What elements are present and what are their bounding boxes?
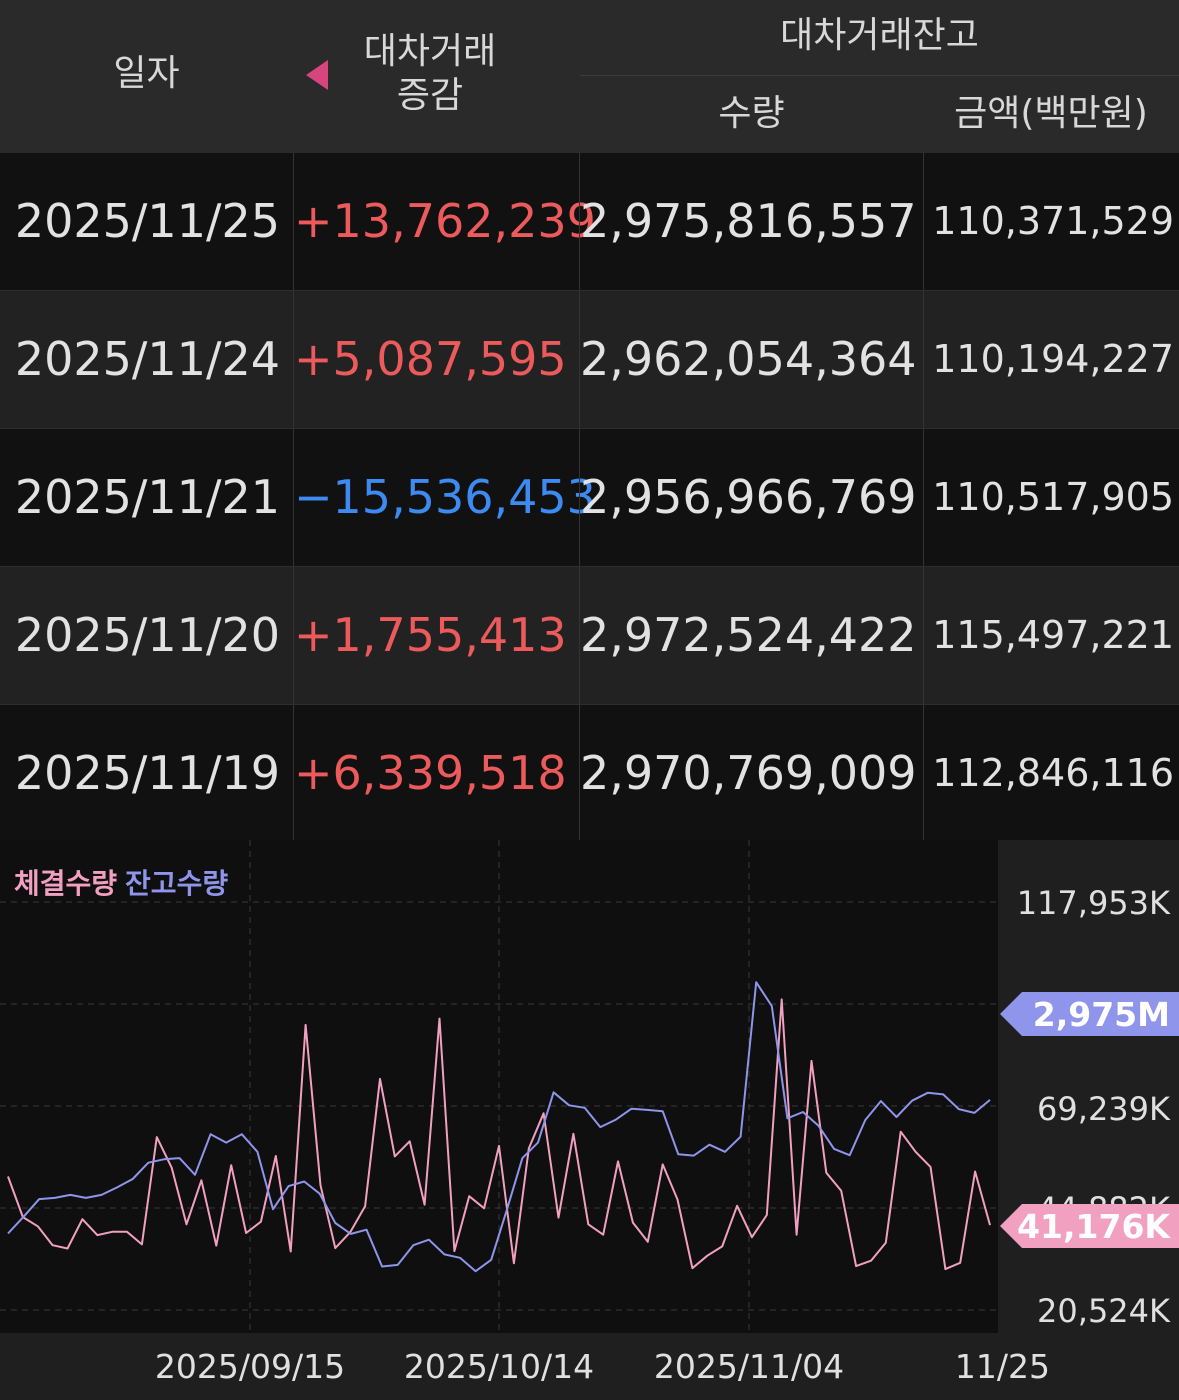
trend-chart[interactable]: 117,953K69,239K44,882K20,524K2025/09/152… — [0, 840, 1179, 1400]
table-row[interactable]: 2025/11/19 +6,339,518 2,970,769,009 112,… — [0, 705, 1179, 843]
row-quantity: 2,970,769,009 — [579, 705, 917, 842]
row-quantity: 2,956,966,769 — [579, 429, 917, 566]
row-quantity: 2,962,054,364 — [579, 291, 917, 428]
table-row[interactable]: 2025/11/24 +5,087,595 2,962,054,364 110,… — [0, 291, 1179, 429]
row-date: 2025/11/20 — [14, 608, 280, 662]
row-change: −15,536,453 — [293, 429, 596, 566]
header-quantity[interactable]: 수량 — [718, 93, 785, 134]
chart-legend: 체결수량 잔고수량 — [14, 862, 228, 902]
x-axis-panel — [0, 1333, 1179, 1400]
row-change: +5,087,595 — [293, 291, 567, 428]
current-exec-value: 41,176K — [1017, 1207, 1171, 1246]
header-date[interactable]: 일자 — [113, 53, 180, 94]
row-amount: 115,497,221 — [923, 567, 1174, 704]
row-date: 2025/11/24 — [14, 332, 280, 386]
current-balance-tag — [1000, 992, 1179, 1036]
header-change-line2: 증감 — [396, 75, 464, 116]
x-tick-label: 2025/09/15 — [155, 1347, 345, 1386]
legend-balance: 잔고수량 — [125, 867, 229, 900]
row-amount: 110,517,905 — [923, 429, 1174, 566]
header-balance: 대차거래잔고 — [780, 15, 979, 56]
data-table: 2025/11/25 +13,762,239 2,975,816,557 110… — [0, 153, 1179, 843]
y-tick-label: 117,953K — [1017, 884, 1171, 922]
scroll-left-arrow-icon[interactable] — [306, 60, 328, 90]
header-divider — [580, 75, 1179, 76]
row-date: 2025/11/21 — [14, 470, 280, 524]
row-change: +1,755,413 — [293, 567, 567, 704]
table-row[interactable]: 2025/11/25 +13,762,239 2,975,816,557 110… — [0, 153, 1179, 291]
table-header: 일자 대차거래 증감 대차거래잔고 수량 금액(백만원) — [0, 0, 1179, 154]
header-change[interactable]: 대차거래 증감 — [355, 30, 505, 118]
row-quantity: 2,975,816,557 — [579, 153, 917, 290]
header-change-line1: 대차거래 — [363, 31, 497, 72]
row-change: +13,762,239 — [293, 153, 596, 290]
chart-svg: 117,953K69,239K44,882K20,524K2025/09/152… — [0, 840, 1179, 1400]
row-quantity: 2,972,524,422 — [579, 567, 917, 704]
header-amount[interactable]: 금액(백만원) — [954, 93, 1148, 134]
legend-exec: 체결수량 — [14, 867, 118, 900]
row-amount: 110,371,529 — [923, 153, 1174, 290]
y-axis-panel — [998, 840, 1179, 1333]
row-date: 2025/11/19 — [14, 746, 280, 800]
x-tick-label: 2025/11/04 — [654, 1347, 844, 1386]
x-tick-label: 11/25 — [955, 1347, 1050, 1386]
row-change: +6,339,518 — [293, 705, 567, 842]
row-amount: 110,194,227 — [923, 291, 1174, 428]
series-line-balance — [7, 981, 991, 1273]
current-balance-value: 2,975M — [1033, 995, 1170, 1034]
y-tick-label: 69,239K — [1037, 1090, 1171, 1128]
table-row[interactable]: 2025/11/20 +1,755,413 2,972,524,422 115,… — [0, 567, 1179, 705]
series-line-exec — [7, 998, 991, 1271]
row-amount: 112,846,116 — [923, 705, 1174, 842]
row-date: 2025/11/25 — [14, 194, 280, 248]
current-exec-tag — [1000, 1204, 1179, 1248]
table-row[interactable]: 2025/11/21 −15,536,453 2,956,966,769 110… — [0, 429, 1179, 567]
x-tick-label: 2025/10/14 — [404, 1347, 594, 1386]
y-tick-label: 20,524K — [1037, 1292, 1171, 1330]
